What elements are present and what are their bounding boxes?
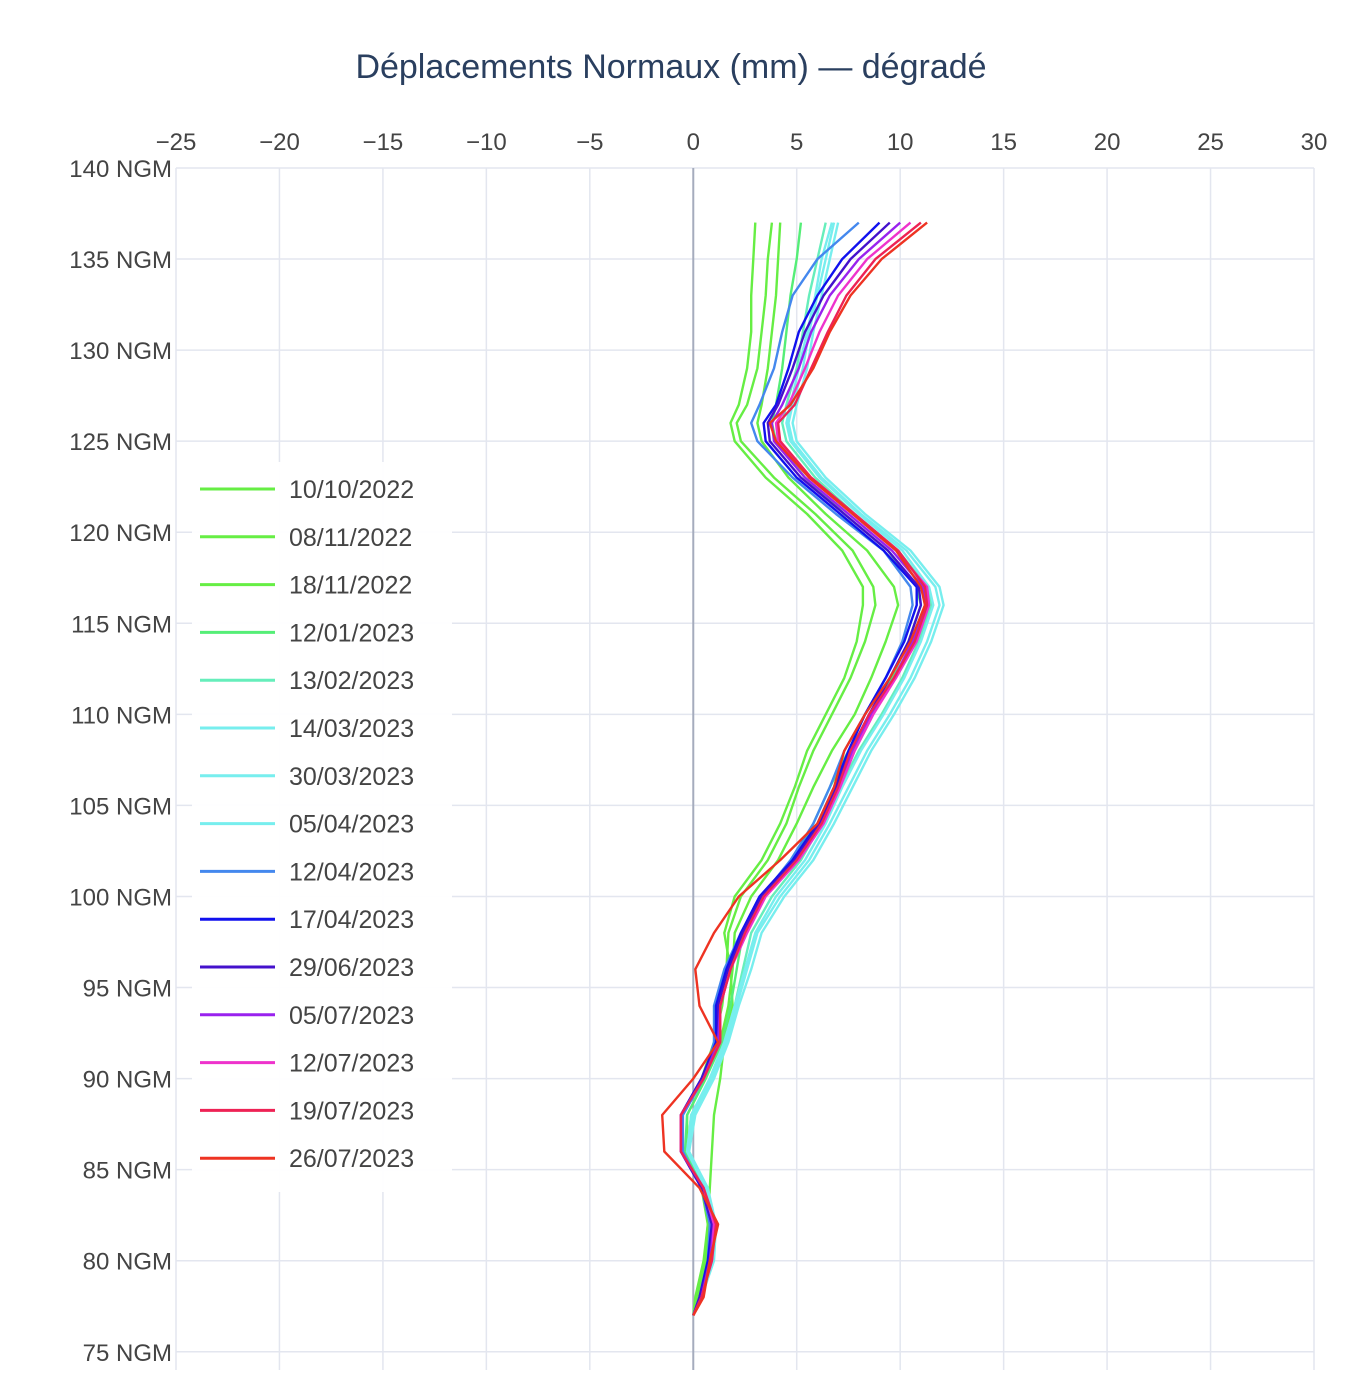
y-tick-label: 135 NGM [69,247,172,274]
legend-item[interactable]: 18/11/2022 [200,572,412,600]
legend-label: 14/03/2023 [289,715,414,743]
legend-label: 12/07/2023 [289,1050,414,1078]
y-tick-label: 80 NGM [83,1249,172,1276]
x-tick-label: −15 [363,129,404,156]
legend-item[interactable]: 26/07/2023 [200,1145,414,1173]
chart-title: Déplacements Normaux (mm) — dégradé [355,48,986,86]
y-tick-label: 75 NGM [83,1340,172,1367]
y-tick-label: 85 NGM [83,1158,172,1185]
x-axis-ticks: −25 −20 −15 −10 −5 0 5 10 15 20 25 30 [156,129,1328,156]
x-tick-label: 30 [1301,129,1328,156]
y-tick-label: 100 NGM [69,884,172,911]
legend-label: 05/07/2023 [289,1002,414,1030]
legend-label: 30/03/2023 [289,763,414,791]
x-tick-label: 10 [887,129,914,156]
series-line [687,222,945,1316]
legend-item[interactable]: 08/11/2022 [200,524,412,552]
legend-item[interactable]: 19/07/2023 [200,1097,414,1125]
x-tick-label: 5 [790,129,803,156]
legend-item[interactable]: 14/03/2023 [200,715,414,743]
x-tick-label: 0 [687,129,700,156]
legend-item[interactable]: 30/03/2023 [200,763,414,791]
x-tick-label: −10 [466,129,507,156]
legend-label: 17/04/2023 [289,906,414,934]
x-tick-label: 20 [1094,129,1121,156]
series-line [685,222,900,1316]
x-tick-label: 15 [990,129,1017,156]
y-tick-label: 95 NGM [83,976,172,1003]
x-tick-label: −20 [259,129,300,156]
legend-label: 05/04/2023 [289,811,414,839]
series-lines [661,221,945,1316]
y-tick-label: 120 NGM [69,520,172,547]
legend-label: 29/06/2023 [289,954,414,982]
series-line [661,221,928,1316]
y-tick-label: 110 NGM [71,702,172,729]
legend-item[interactable]: 05/07/2023 [200,1002,414,1030]
legend-label: 08/11/2022 [289,524,412,552]
series-line [692,222,865,1316]
legend-item[interactable]: 12/07/2023 [200,1050,414,1078]
x-tick-label: −25 [156,129,197,156]
legend-item[interactable]: 12/04/2023 [200,858,414,886]
legend-item[interactable]: 17/04/2023 [200,906,414,934]
legend-label: 13/02/2023 [289,667,414,695]
y-tick-label: 130 NGM [69,338,172,365]
series-line [685,222,941,1316]
legend-item[interactable]: 05/04/2023 [200,811,414,839]
x-tick-label: 25 [1197,129,1224,156]
legend-item[interactable]: 12/01/2023 [200,619,414,647]
y-tick-label: 90 NGM [83,1067,172,1094]
series-line [685,222,935,1316]
legend-label: 10/10/2022 [289,476,414,504]
legend-label: 18/11/2022 [289,572,412,600]
y-tick-label: 105 NGM [69,793,172,820]
legend-label: 12/01/2023 [289,619,414,647]
y-tick-label: 125 NGM [69,429,172,456]
legend-item[interactable]: 13/02/2023 [200,667,414,695]
legend-label: 19/07/2023 [289,1097,414,1125]
legend-label: 26/07/2023 [289,1145,414,1173]
y-axis-ticks: 75 NGM 80 NGM 85 NGM 90 NGM 95 NGM 100 NGM 105… [69,156,172,1367]
series-line [679,221,929,1316]
legend-label: 12/04/2023 [289,858,414,886]
legend-item[interactable]: 29/06/2023 [200,954,414,982]
legend[interactable]: 10/10/2022 08/11/2022 18/11/2022 12/01/2023… [192,462,452,1192]
series-line [685,222,933,1316]
x-tick-label: −5 [576,129,603,156]
legend-item[interactable]: 10/10/2022 [200,476,414,504]
y-tick-label: 140 NGM [69,156,172,183]
y-tick-label: 115 NGM [71,611,172,638]
